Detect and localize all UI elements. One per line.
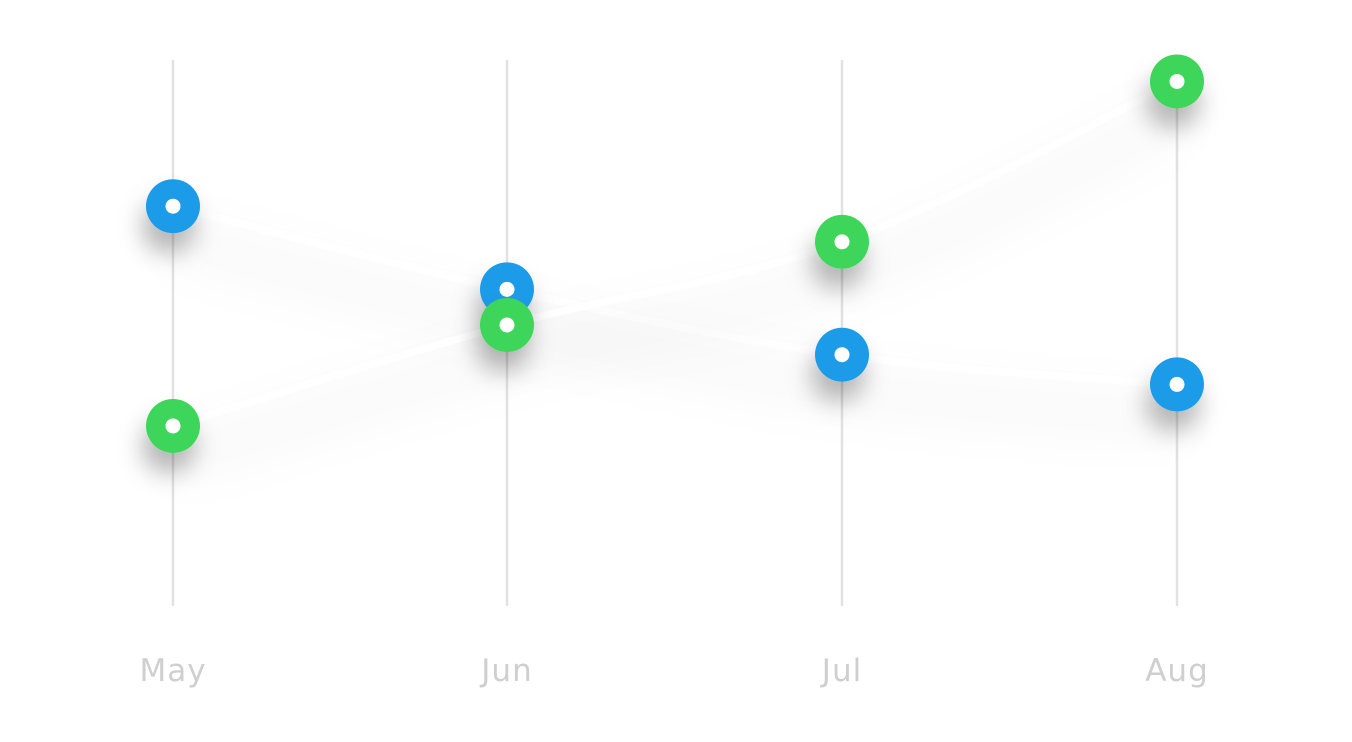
series-2-point-aug <box>1150 54 1204 109</box>
series-1-point-jul <box>815 327 869 382</box>
point-center <box>1169 376 1185 392</box>
point-center <box>165 198 181 214</box>
x-tick-label-may: May <box>139 653 206 689</box>
x-axis-tick-labels: May Jun Jul Aug <box>139 653 1209 689</box>
point-center <box>165 418 181 434</box>
gridlines <box>171 60 1179 606</box>
x-tick-label-jun: Jun <box>479 653 532 689</box>
series-1-line <box>169 202 1181 388</box>
point-center <box>499 281 515 297</box>
point-center <box>499 317 515 333</box>
series-1-point-may <box>146 179 200 234</box>
point-center <box>834 234 850 250</box>
point-center <box>1169 73 1185 89</box>
data-points <box>146 54 1204 453</box>
series-1-point-aug <box>1150 357 1204 412</box>
series-2-point-may <box>146 398 200 453</box>
series-2-point-jul <box>815 214 869 269</box>
series-lines <box>169 77 1181 430</box>
series-2-line <box>169 77 1181 430</box>
x-tick-label-aug: Aug <box>1145 653 1209 689</box>
point-center <box>834 347 850 363</box>
x-tick-label-jul: Jul <box>820 653 862 689</box>
series-2-point-jun <box>480 298 534 352</box>
